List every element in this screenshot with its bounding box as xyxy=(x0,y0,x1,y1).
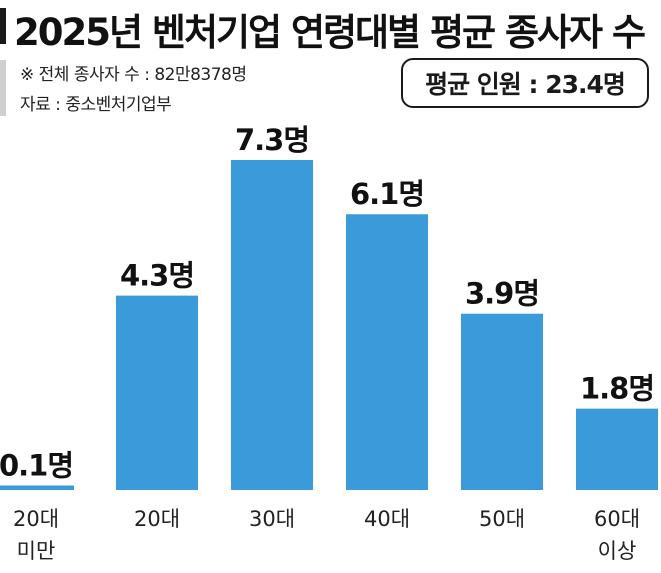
category-label-5-0: 60대 xyxy=(594,507,640,531)
bar-4 xyxy=(461,313,543,490)
value-label-1: 4.3명 xyxy=(120,259,194,293)
source-note: 자료 : 중소벤처기업부 xyxy=(20,95,172,115)
category-label-3-0: 40대 xyxy=(364,507,410,531)
chart-title: 2025년 벤처기업 연령대별 평균 종사자 수 xyxy=(14,11,646,54)
category-label-4-0: 50대 xyxy=(479,507,525,531)
bar-2 xyxy=(231,160,313,490)
bar-5 xyxy=(576,408,658,490)
bar-3 xyxy=(346,214,428,490)
value-label-5: 1.8명 xyxy=(580,372,654,406)
category-label-0-0: 20대 xyxy=(13,507,59,531)
average-headcount-badge: 평균 인원 : 23.4명 xyxy=(401,58,649,108)
category-label-1-0: 20대 xyxy=(134,507,180,531)
category-label-0-1: 미만 xyxy=(17,539,56,563)
value-label-0: 0.1명 xyxy=(0,448,73,482)
meta-accent-bar xyxy=(0,60,6,116)
value-label-2: 7.3명 xyxy=(235,123,309,157)
bar-1 xyxy=(116,295,198,490)
category-label-5-1: 이상 xyxy=(598,539,637,563)
category-label-2-0: 30대 xyxy=(249,507,295,531)
total-employees-note: ※ 전체 종사자 수 : 82만8378명 xyxy=(20,65,247,85)
title-accent-bar xyxy=(0,8,6,44)
value-label-3: 6.1명 xyxy=(350,177,424,211)
bar-0 xyxy=(0,485,74,490)
value-label-4: 3.9명 xyxy=(465,277,539,311)
